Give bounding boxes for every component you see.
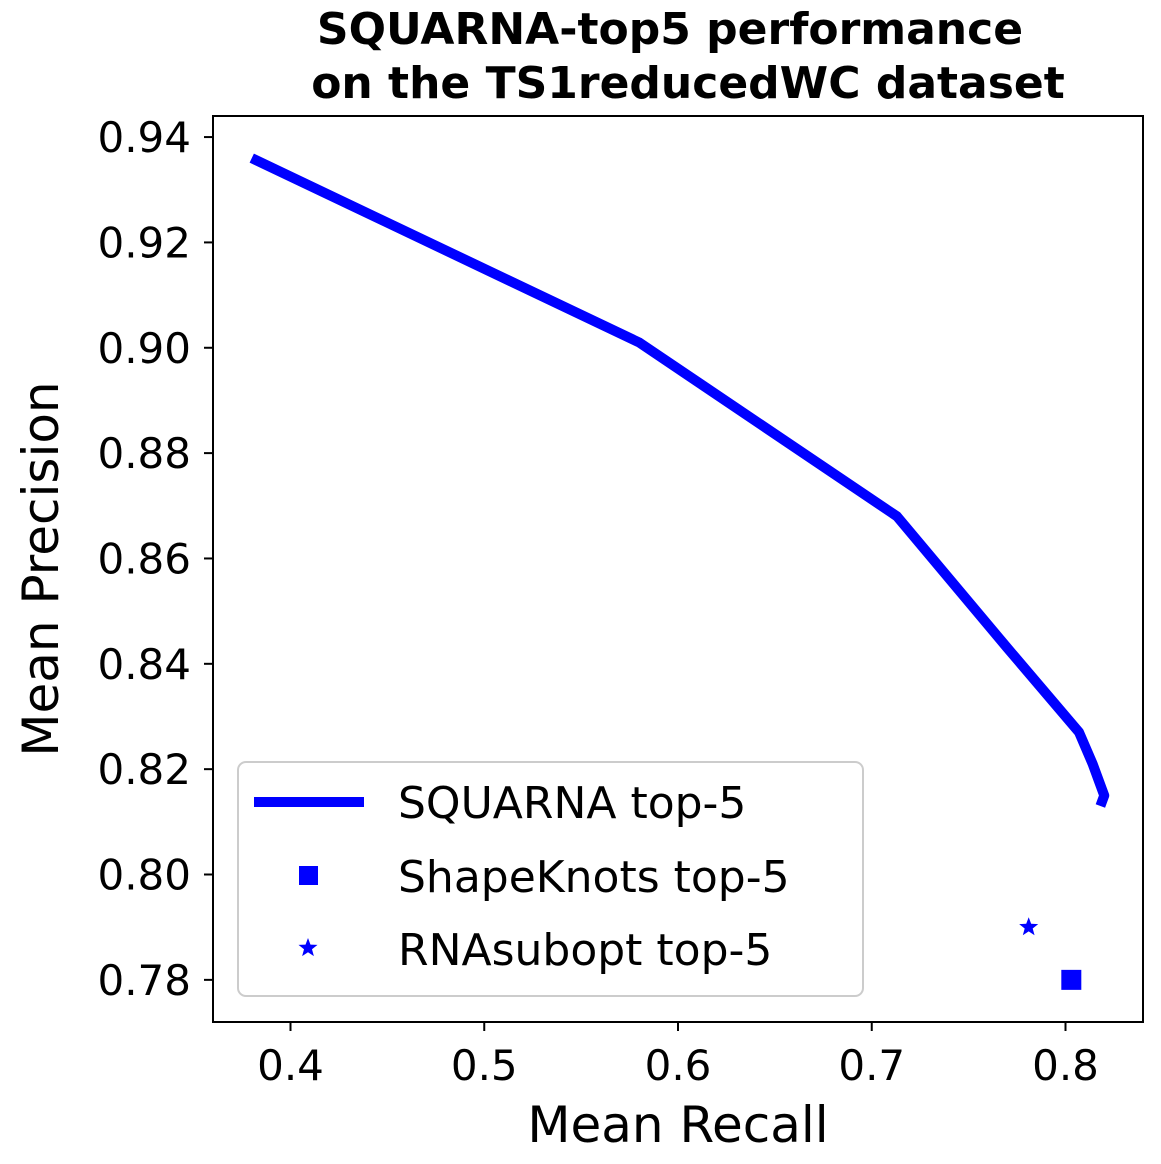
y-tick-label: 0.94 <box>97 113 191 162</box>
y-tick-label: 0.84 <box>97 640 191 689</box>
y-tick-label: 0.80 <box>97 851 191 900</box>
point-rnasubopt <box>1019 917 1039 936</box>
y-tick-label: 0.88 <box>97 429 191 478</box>
legend-swatch-star <box>298 938 318 957</box>
x-tick-label: 0.8 <box>1032 1041 1099 1090</box>
plot-area <box>249 153 1110 990</box>
legend-label-rnasubopt: RNAsubopt top-5 <box>398 925 772 976</box>
y-tick-label: 0.82 <box>97 745 191 794</box>
x-tick-label: 0.6 <box>645 1041 712 1090</box>
x-axis-label: Mean Recall <box>527 1096 828 1154</box>
legend-swatch-square <box>299 866 318 885</box>
y-tick-label: 0.92 <box>97 218 191 267</box>
plot-frame <box>212 115 1144 1023</box>
point-shapeknots <box>1061 969 1082 990</box>
y-axis-label: Mean Precision <box>12 381 70 756</box>
y-tick-label: 0.86 <box>97 534 191 583</box>
series-line-squarna <box>249 153 1110 808</box>
chart-title-line-1: SQUARNA-top5 performance <box>317 4 1023 55</box>
x-tick-label: 0.5 <box>451 1041 518 1090</box>
legend-box <box>237 761 864 997</box>
legend: SQUARNA top-5 ShapeKnots top-5 RNAsubopt… <box>237 761 864 997</box>
axis-ticks: 0.4 0.5 0.6 0.7 0.8 0.78 0.80 0.82 0.84 0.86 0.88 0… <box>97 113 1098 1090</box>
x-tick-label: 0.4 <box>257 1041 324 1090</box>
y-tick-label: 0.90 <box>97 324 191 373</box>
legend-label-squarna: SQUARNA top-5 <box>398 778 746 829</box>
x-tick-label: 0.7 <box>838 1041 905 1090</box>
legend-label-shapeknots: ShapeKnots top-5 <box>398 852 790 903</box>
y-tick-label: 0.78 <box>97 956 191 1005</box>
chart-title-line-2: on the TS1reducedWC dataset <box>311 58 1065 109</box>
